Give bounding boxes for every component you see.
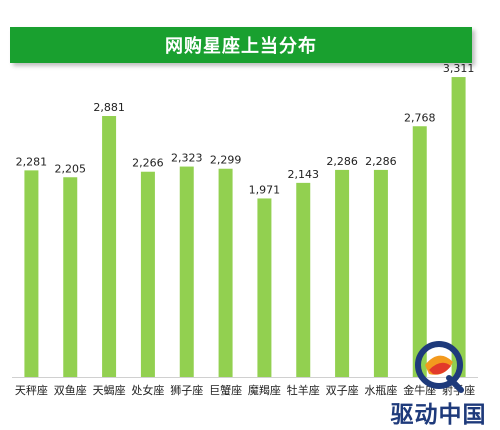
- data-label: 2,299: [210, 154, 242, 167]
- x-tick-label: 天秤座: [15, 383, 48, 397]
- data-label: 2,286: [326, 155, 358, 168]
- chart-title-banner: 网购星座上当分布: [10, 27, 472, 63]
- bar: [24, 170, 39, 377]
- x-tick-label: 牡羊座: [287, 383, 320, 397]
- x-tick-label: 处女座: [131, 383, 164, 397]
- x-tick-label: 双子座: [326, 383, 359, 397]
- bar: [140, 171, 155, 377]
- data-label: 2,281: [16, 155, 48, 168]
- data-label: 1,971: [249, 183, 281, 196]
- bar: [412, 126, 427, 377]
- data-label: 3,311: [443, 62, 475, 75]
- data-label: 2,881: [93, 101, 125, 114]
- data-label: 2,266: [132, 157, 164, 170]
- bar: [257, 198, 272, 377]
- x-tick-label: 巨蟹座: [209, 383, 242, 397]
- data-label: 2,768: [404, 111, 436, 124]
- data-label: 2,323: [171, 152, 203, 165]
- bar: [63, 177, 78, 377]
- x-tick-label: 水瓶座: [364, 383, 397, 397]
- bar: [296, 182, 311, 377]
- x-tick-label: 双鱼座: [54, 383, 87, 397]
- bar: [102, 116, 117, 378]
- bar: [179, 166, 194, 377]
- watermark: 驱动中国: [375, 340, 500, 430]
- x-tick-label: 魔羯座: [248, 383, 281, 397]
- bar: [451, 77, 466, 378]
- watermark-text: 驱动中国: [390, 402, 487, 428]
- data-label: 2,143: [288, 168, 320, 181]
- x-tick-label: 天蝎座: [93, 383, 126, 397]
- x-tick-label: 狮子座: [170, 383, 203, 397]
- q-swirl-logo-icon: [415, 341, 464, 393]
- data-label: 2,205: [55, 162, 87, 175]
- chart-title: 网购星座上当分布: [165, 36, 317, 57]
- bar: [335, 169, 350, 377]
- data-label: 2,286: [365, 155, 397, 168]
- bar: [373, 169, 388, 377]
- bar: [218, 168, 233, 377]
- x-tick-label: 金牛座: [403, 383, 436, 397]
